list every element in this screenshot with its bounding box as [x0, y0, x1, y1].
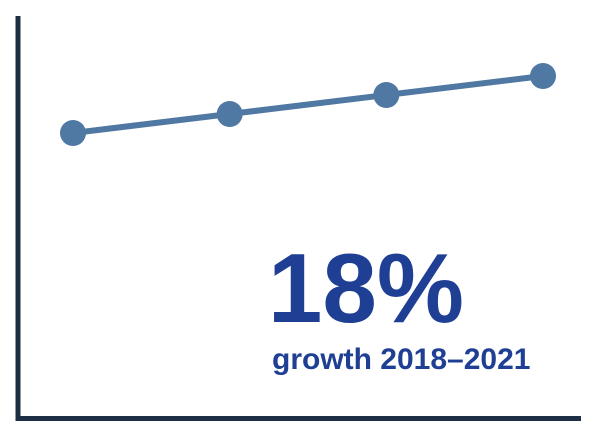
- series-line: [70, 73, 546, 136]
- series-layer: [60, 63, 556, 146]
- data-point-2021: [530, 63, 556, 89]
- data-point-2019: [216, 101, 243, 127]
- data-point-2020: [373, 82, 400, 108]
- data-point-2018: [60, 120, 86, 146]
- caption: growth 2018–2021: [272, 343, 530, 376]
- big-number: 18%: [268, 233, 464, 343]
